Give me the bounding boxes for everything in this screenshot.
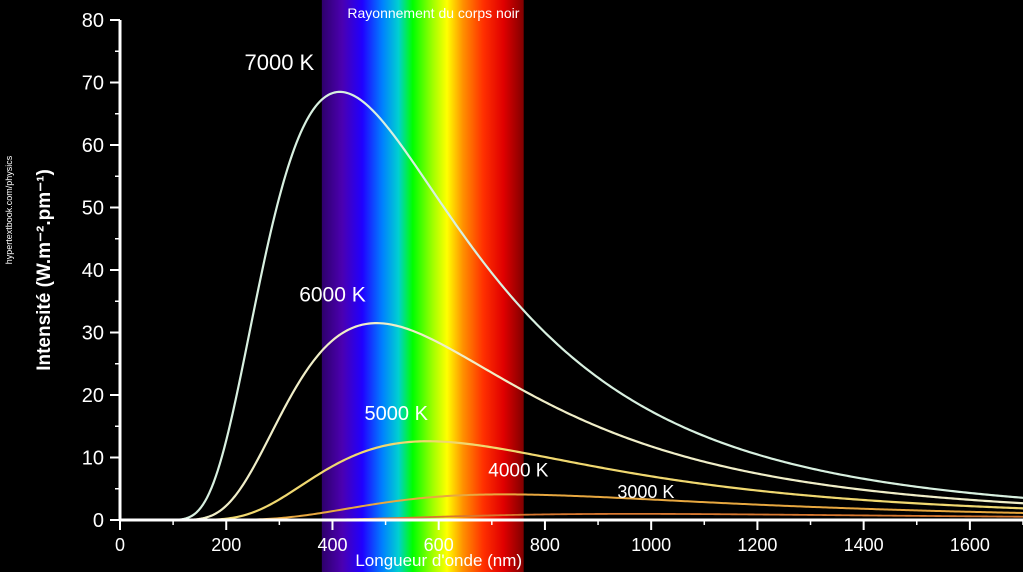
curve-label-5000k: 5000 K: [365, 403, 429, 425]
blackbody-chart: 0200400600800100012001400160001020304050…: [0, 0, 1023, 572]
y-axis-label: Intensité (W.m⁻².pm⁻¹): [34, 169, 55, 371]
x-tick-label: 0: [115, 535, 125, 555]
y-tick-label: 10: [82, 448, 104, 470]
curve-label-7000k: 7000 K: [244, 50, 314, 75]
x-tick-label: 400: [317, 535, 347, 555]
x-tick-label: 800: [530, 535, 560, 555]
curve-label-4000k: 4000 K: [488, 460, 549, 481]
y-tick-label: 50: [82, 198, 104, 220]
y-tick-label: 70: [82, 73, 104, 95]
y-tick-label: 40: [82, 260, 104, 282]
x-tick-label: 200: [211, 535, 241, 555]
curve-label-3000k: 3000 K: [617, 482, 674, 502]
chart-title: Rayonnement du corps noir: [347, 5, 519, 21]
chart-svg: 0200400600800100012001400160001020304050…: [0, 0, 1023, 572]
x-tick-label: 1200: [737, 535, 777, 555]
x-tick-label: 1000: [631, 535, 671, 555]
x-axis-label: Longueur d'onde (nm): [355, 551, 522, 570]
y-tick-label: 80: [82, 10, 104, 32]
x-tick-label: 1600: [950, 535, 990, 555]
y-tick-label: 0: [93, 510, 104, 532]
y-tick-label: 20: [82, 385, 104, 407]
curve-label-6000k: 6000 K: [299, 283, 366, 306]
y-tick-label: 30: [82, 323, 104, 345]
x-tick-label: 1400: [844, 535, 884, 555]
y-tick-label: 60: [82, 135, 104, 157]
credit-label: hypertextbook.com/physics: [4, 155, 14, 264]
